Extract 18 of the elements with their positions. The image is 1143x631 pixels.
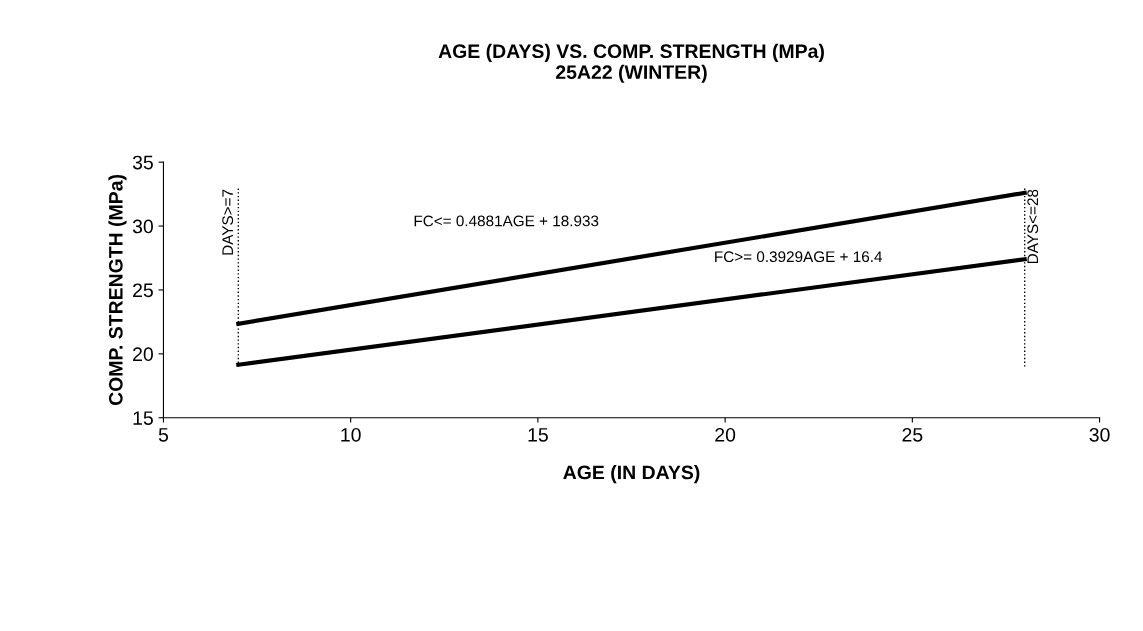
annotation: FC>= 0.3929AGE + 16.4 [715, 251, 883, 263]
y-tick-label: 20 [133, 347, 153, 362]
x-tick-label: 20 [715, 427, 736, 442]
x-tick-label: 30 [1089, 427, 1110, 442]
chart-title: AGE (DAYS) VS. COMP. STRENGTH (MPa) 25A22 (WINTER) [438, 43, 824, 83]
x-tick-label: 10 [341, 427, 361, 442]
annotation: FC<= 0.4881AGE + 18.933 [414, 215, 599, 227]
x-tick-label: 5 [158, 428, 169, 442]
x-axis-title: AGE (IN DAYS) [563, 465, 700, 484]
y-axis-title: COMP. STRENGTH (MPa) [108, 174, 127, 406]
y-tick-label: 35 [132, 155, 153, 170]
x-tick-label: 25 [902, 427, 923, 442]
ref-line-label: DAYS>=7 [222, 189, 234, 255]
ref-line-label: DAYS<=28 [1027, 189, 1039, 264]
y-tick-label: 25 [133, 283, 153, 298]
y-tick-label: 15 [133, 411, 153, 425]
y-tick-label: 30 [132, 219, 153, 234]
x-tick-label: 15 [528, 428, 548, 442]
